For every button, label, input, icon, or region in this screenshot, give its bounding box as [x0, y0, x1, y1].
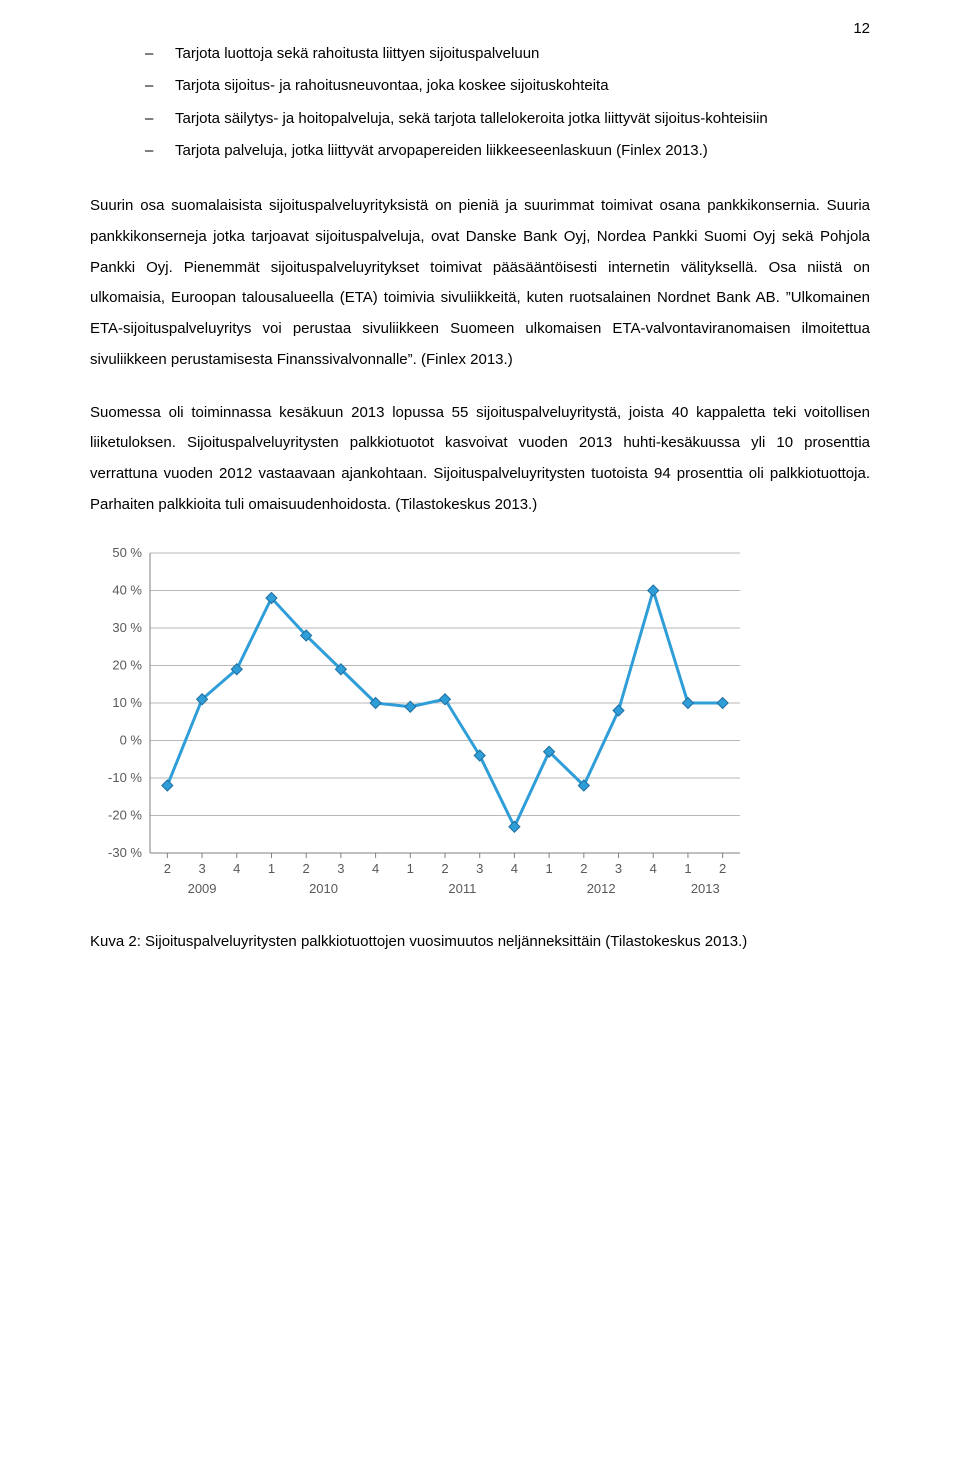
svg-text:2: 2 [164, 861, 171, 876]
svg-text:20 %: 20 % [112, 657, 142, 672]
svg-text:3: 3 [476, 861, 483, 876]
bullet-list: Tarjota luottoja sekä rahoitusta liittye… [90, 38, 870, 167]
svg-text:2010: 2010 [309, 881, 338, 896]
figure-caption: Kuva 2: Sijoituspalveluyritysten palkkio… [90, 927, 870, 958]
list-item: Tarjota säilytys- ja hoitopalveluja, sek… [145, 103, 870, 135]
paragraph: Suurin osa suomalaisista sijoituspalvelu… [90, 191, 870, 376]
svg-text:4: 4 [650, 861, 657, 876]
svg-text:3: 3 [337, 861, 344, 876]
svg-text:0 %: 0 % [120, 732, 143, 747]
svg-text:2: 2 [580, 861, 587, 876]
paragraph: Suomessa oli toiminnassa kesäkuun 2013 l… [90, 398, 870, 521]
list-item: Tarjota sijoitus- ja rahoitusneuvontaa, … [145, 70, 870, 102]
svg-text:2: 2 [441, 861, 448, 876]
svg-text:2013: 2013 [691, 881, 720, 896]
svg-text:4: 4 [511, 861, 518, 876]
svg-text:1: 1 [407, 861, 414, 876]
svg-text:1: 1 [268, 861, 275, 876]
svg-text:2009: 2009 [188, 881, 217, 896]
svg-text:-20 %: -20 % [108, 807, 142, 822]
svg-text:10 %: 10 % [112, 695, 142, 710]
svg-text:-10 %: -10 % [108, 770, 142, 785]
line-chart: -30 % -20 % -10 % 0 % 10 % 20 % 30 % 40 % 50 % 2 3… [90, 543, 760, 913]
page: 12 Tarjota luottoja sekä rahoitusta liit… [0, 0, 960, 1475]
svg-text:40 %: 40 % [112, 582, 142, 597]
list-item: Tarjota palveluja, jotka liittyvät arvop… [145, 135, 870, 167]
page-number: 12 [853, 20, 870, 37]
svg-text:3: 3 [198, 861, 205, 876]
svg-text:2011: 2011 [448, 881, 476, 896]
svg-text:30 %: 30 % [112, 620, 142, 635]
svg-text:4: 4 [372, 861, 379, 876]
svg-text:4: 4 [233, 861, 240, 876]
svg-text:50 %: 50 % [112, 545, 142, 560]
svg-text:1: 1 [684, 861, 691, 876]
chart-container: -30 % -20 % -10 % 0 % 10 % 20 % 30 % 40 % 50 % 2 3… [90, 543, 870, 913]
svg-text:3: 3 [615, 861, 622, 876]
svg-text:1: 1 [546, 861, 553, 876]
list-item: Tarjota luottoja sekä rahoitusta liittye… [145, 38, 870, 70]
svg-text:2: 2 [303, 861, 310, 876]
svg-text:2012: 2012 [587, 881, 616, 896]
svg-text:-30 %: -30 % [108, 845, 142, 860]
svg-text:2: 2 [719, 861, 726, 876]
